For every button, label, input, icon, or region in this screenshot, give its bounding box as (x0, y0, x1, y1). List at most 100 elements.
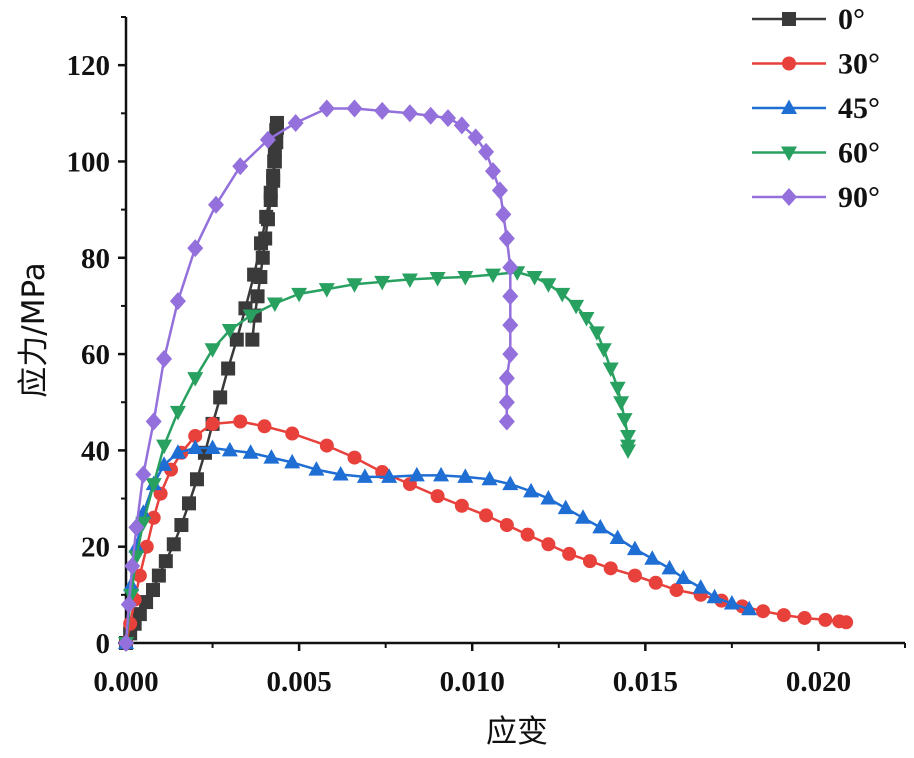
data-point (204, 439, 221, 454)
data-point (259, 130, 276, 149)
data-point (644, 550, 661, 565)
data-point (153, 486, 168, 501)
series-lines (118, 99, 854, 652)
data-point (169, 405, 186, 421)
data-point (169, 444, 186, 459)
series-4 (118, 99, 519, 652)
data-point (523, 482, 540, 498)
data-point (158, 554, 173, 569)
data-point (502, 316, 519, 335)
data-point (213, 390, 228, 405)
legend-marker (782, 56, 796, 71)
data-point (221, 324, 238, 339)
data-point (166, 537, 181, 552)
data-point (287, 113, 304, 132)
data-point (661, 559, 678, 575)
legend-entry: 90° (752, 181, 880, 214)
legend-entry: 30° (752, 48, 880, 81)
x-tick-label: 0.020 (786, 666, 851, 698)
data-point (648, 575, 663, 590)
y-tick-label: 60 (81, 339, 110, 371)
data-point (139, 539, 154, 554)
data-point (120, 595, 137, 614)
data-point (502, 287, 519, 306)
data-point (499, 518, 514, 533)
y-tick-label: 40 (81, 435, 110, 467)
data-point (233, 414, 248, 429)
data-point (498, 369, 515, 388)
y-tick-label: 0 (96, 628, 111, 660)
data-point (484, 162, 501, 181)
data-point (540, 278, 557, 293)
data-point (422, 106, 439, 125)
data-point (188, 428, 203, 443)
series-line (124, 107, 512, 644)
data-point (132, 568, 147, 583)
data-point (723, 595, 740, 610)
data-point (253, 270, 268, 285)
data-point (145, 412, 162, 431)
data-point (520, 527, 535, 542)
legend: 0° 30° 45° 60° 90° (752, 3, 880, 214)
data-point (554, 287, 571, 303)
legend-label: 60° (838, 137, 880, 170)
y-tick-label: 120 (67, 50, 111, 82)
data-point (602, 362, 619, 378)
data-point (232, 157, 249, 176)
y-tick-label: 20 (81, 532, 110, 564)
series-0 (119, 115, 284, 650)
legend-marker (781, 188, 797, 206)
legend-label: 0° (838, 3, 865, 36)
data-point (266, 297, 283, 313)
data-point (128, 518, 145, 537)
data-point (156, 349, 173, 368)
data-point (675, 569, 692, 584)
data-point (255, 250, 270, 265)
data-point (156, 439, 173, 455)
data-point (741, 600, 758, 616)
y-axis-title: 应力/MPa (16, 262, 52, 398)
data-point (318, 99, 335, 118)
x-tick-label: 0.010 (440, 666, 505, 698)
x-tick-label: 0.000 (93, 666, 158, 698)
data-point (588, 326, 605, 341)
x-axis-title: 应变 (486, 714, 548, 750)
data-point (318, 283, 335, 298)
data-point (620, 444, 637, 459)
data-point (776, 608, 791, 623)
series-2 (118, 439, 758, 649)
data-point (401, 104, 418, 123)
legend-label: 30° (838, 48, 880, 81)
data-point (374, 275, 391, 291)
data-point (356, 468, 373, 483)
data-point (260, 212, 275, 227)
data-point (669, 583, 684, 598)
legend-marker (781, 99, 797, 114)
data-point (429, 271, 446, 287)
data-point (204, 343, 221, 358)
data-point (145, 478, 162, 493)
data-point (266, 173, 281, 188)
data-point (627, 568, 642, 583)
y-tick-label: 80 (81, 243, 110, 275)
data-point (139, 595, 154, 610)
data-point (242, 444, 259, 459)
data-point (626, 540, 643, 556)
data-point (502, 345, 519, 364)
data-point (498, 229, 515, 248)
data-point (124, 556, 141, 575)
data-point (616, 413, 633, 428)
data-point (258, 231, 273, 246)
data-point (502, 475, 519, 491)
data-point (582, 554, 597, 569)
data-point (135, 504, 152, 519)
legend-marker (781, 146, 797, 161)
data-point (467, 128, 484, 147)
data-point (603, 561, 618, 576)
data-point (562, 546, 577, 561)
data-point (595, 343, 612, 358)
data-point (818, 612, 833, 627)
data-point (692, 579, 709, 594)
data-point (156, 456, 173, 471)
data-point (609, 529, 626, 545)
